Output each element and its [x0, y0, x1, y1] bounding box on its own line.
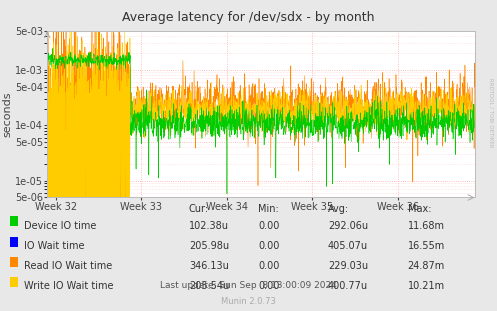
Text: Write IO Wait time: Write IO Wait time [24, 281, 113, 291]
Text: 0.00: 0.00 [258, 261, 280, 271]
Text: Avg:: Avg: [328, 204, 349, 214]
Text: 229.03u: 229.03u [328, 261, 368, 271]
Text: 0.00: 0.00 [258, 221, 280, 231]
Text: RRDTOOL / TOBI OETIKER: RRDTOOL / TOBI OETIKER [488, 78, 493, 147]
Text: Read IO Wait time: Read IO Wait time [24, 261, 112, 271]
Text: 102.38u: 102.38u [189, 221, 229, 231]
Text: Min:: Min: [258, 204, 279, 214]
Text: Cur:: Cur: [189, 204, 209, 214]
Text: Average latency for /dev/sdx - by month: Average latency for /dev/sdx - by month [122, 11, 375, 24]
Text: 0.00: 0.00 [258, 241, 280, 251]
Text: 205.54u: 205.54u [189, 281, 229, 291]
Text: 405.07u: 405.07u [328, 241, 368, 251]
Text: 10.21m: 10.21m [408, 281, 445, 291]
Text: Last update: Sun Sep  8 13:00:09 2024: Last update: Sun Sep 8 13:00:09 2024 [160, 281, 337, 290]
Text: 292.06u: 292.06u [328, 221, 368, 231]
Text: 205.98u: 205.98u [189, 241, 229, 251]
Text: 346.13u: 346.13u [189, 261, 229, 271]
Text: 400.77u: 400.77u [328, 281, 368, 291]
Text: 0.00: 0.00 [258, 281, 280, 291]
Text: Device IO time: Device IO time [24, 221, 96, 231]
Text: 11.68m: 11.68m [408, 221, 444, 231]
Y-axis label: seconds: seconds [2, 91, 12, 137]
Text: 16.55m: 16.55m [408, 241, 445, 251]
Text: Munin 2.0.73: Munin 2.0.73 [221, 297, 276, 306]
Text: Max:: Max: [408, 204, 431, 214]
Text: 24.87m: 24.87m [408, 261, 445, 271]
Text: IO Wait time: IO Wait time [24, 241, 84, 251]
